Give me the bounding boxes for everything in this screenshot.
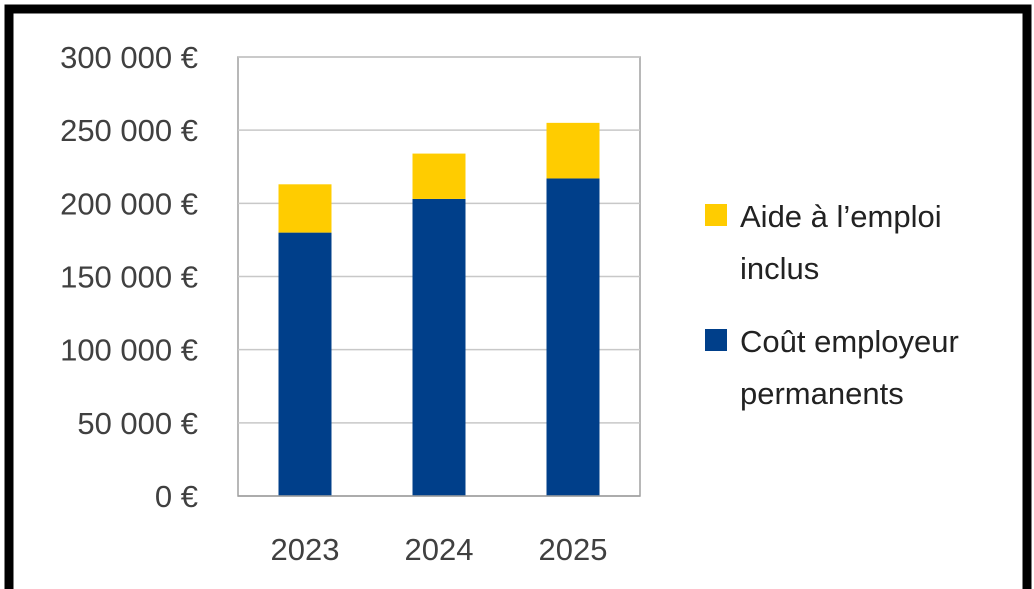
bar-segment [278,184,332,233]
bar-segment [546,122,600,179]
y-tick-label: 300 000 € [60,40,198,75]
legend: Aide à l’emploi inclus Coût employeur perma… [705,199,959,411]
x-tick-label: 2023 [271,532,340,567]
bar-segment [546,178,600,496]
y-tick-label: 200 000 € [60,186,198,221]
bar-segment [412,198,466,496]
y-tick-label: 250 000 € [60,113,198,148]
y-tick-label: 100 000 € [60,333,198,368]
legend-label: Coût employeur [740,324,959,359]
frame-border [4,4,1032,589]
legend-swatch [705,204,727,226]
legend-label: inclus [740,251,819,286]
legend-swatch [705,329,727,351]
plot-area: 0 € 50 000 € 100 000 € 150 000 € 200 000 € 25… [60,40,641,567]
legend-label: Aide à l’emploi [740,199,942,234]
legend-label: permanents [740,376,904,411]
bar-segment [278,232,332,496]
x-tick-label: 2024 [405,532,474,567]
x-tick-label: 2025 [539,532,608,567]
y-tick-label: 0 € [155,479,198,514]
bar-segment [412,153,466,199]
y-tick-label: 150 000 € [60,260,198,295]
y-tick-label: 50 000 € [77,406,198,441]
